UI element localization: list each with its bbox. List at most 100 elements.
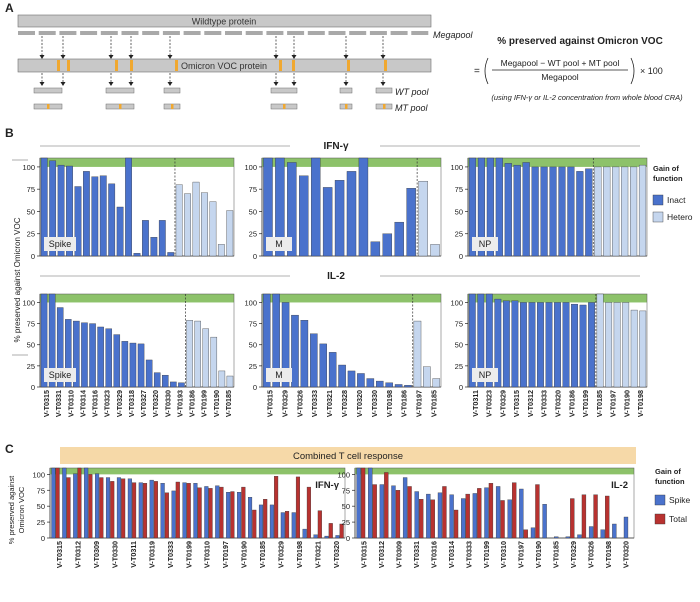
inact-bar xyxy=(346,171,357,257)
inact-bar xyxy=(137,343,145,388)
megapool-peptide xyxy=(121,31,139,35)
spike-bar xyxy=(313,534,318,539)
category-label: V-T0193 xyxy=(175,390,184,417)
category-label: V-T0185 xyxy=(224,390,233,417)
category-label: V-T0311 xyxy=(471,390,480,417)
total-bar xyxy=(186,483,191,539)
hetero-bar xyxy=(194,320,201,388)
formula-paren-left xyxy=(484,57,489,85)
inact-bar xyxy=(358,157,369,257)
category-label: V-T0321 xyxy=(313,541,322,568)
spike-bar xyxy=(62,467,67,539)
inact-bar xyxy=(477,293,485,388)
formula-title: % preserved against Omicron VOC xyxy=(497,36,663,47)
spike-bar xyxy=(426,493,431,539)
megapool-peptide xyxy=(225,31,242,35)
category-label: V-T0198 xyxy=(604,541,613,568)
spike-bar xyxy=(472,493,478,539)
category-label: V-T0330 xyxy=(370,390,379,417)
hetero-bar xyxy=(596,293,604,388)
total-bar xyxy=(570,498,575,539)
category-label: V-T0319 xyxy=(147,541,156,568)
category-label: V-T0320 xyxy=(621,541,630,568)
category-label: V-T0333 xyxy=(310,390,319,417)
y-tick-label: 100 xyxy=(22,163,35,172)
total-bar xyxy=(317,510,322,539)
wt-pool-peptide xyxy=(33,87,63,94)
spike-bar xyxy=(554,536,559,539)
inact-bar xyxy=(262,293,271,388)
y-tick-label: 50 xyxy=(249,207,257,216)
category-label: V-T0330 xyxy=(111,541,120,568)
y-tick-label: 100 xyxy=(32,470,45,479)
panel-b-ylabel: % preserved against Omicron VOC xyxy=(13,217,22,342)
spike-bar xyxy=(116,477,121,539)
inact-bar xyxy=(162,374,169,388)
spike-bar xyxy=(248,497,253,539)
category-label: V-T0199 xyxy=(482,541,491,568)
y-tick-label: 100 xyxy=(337,470,350,479)
spike-bar xyxy=(449,494,454,539)
inact-bar xyxy=(522,162,530,257)
category-label: V-T0321 xyxy=(325,390,334,417)
formula-numerator: Megapool − WT pool + MT pool xyxy=(501,58,620,68)
inact-bar xyxy=(121,341,129,388)
total-bar xyxy=(153,481,158,539)
hetero-bar xyxy=(210,336,218,388)
spike-bar xyxy=(182,482,187,539)
formula-equals: = xyxy=(474,66,480,77)
category-label: V-T0326 xyxy=(295,390,304,417)
total-bar xyxy=(581,494,587,539)
legend-gain-of-function-b: function xyxy=(653,174,683,183)
inact-bar xyxy=(66,165,73,257)
category-label: V-T0198 xyxy=(385,390,394,417)
y-tick-label: 25 xyxy=(27,230,35,239)
spike-bar xyxy=(105,477,111,539)
y-tick-label: 25 xyxy=(37,518,45,527)
category-label: V-T0329 xyxy=(276,541,285,568)
inact-bar xyxy=(310,157,321,257)
category-label: V-T0198 xyxy=(295,541,304,568)
arrow-head xyxy=(343,82,349,86)
megapool-peptide xyxy=(349,31,367,35)
inact-bar xyxy=(511,300,519,388)
total-bar xyxy=(263,499,268,539)
inact-bar xyxy=(116,206,124,257)
total-bar xyxy=(121,478,126,539)
spike-bar xyxy=(484,487,489,539)
total-bar xyxy=(55,467,60,539)
arrow-head xyxy=(291,55,297,59)
legend-gain-of-function-a: Gain of xyxy=(653,164,679,173)
hetero-bar xyxy=(622,302,630,388)
category-label: V-T0315 xyxy=(512,390,521,417)
gain-of-function-band xyxy=(468,158,647,167)
inact-bar xyxy=(81,322,88,388)
arrow-head xyxy=(108,55,114,59)
inact-bar xyxy=(485,293,493,388)
hetero-bar xyxy=(432,378,441,388)
megapool-peptide xyxy=(307,31,325,35)
hetero-bar xyxy=(218,370,226,388)
hetero-bar xyxy=(201,192,208,257)
gain-of-function-band xyxy=(262,294,441,303)
arrow-head xyxy=(380,55,386,59)
spike-bar xyxy=(73,473,78,539)
legend-spike-swatch xyxy=(654,494,666,506)
mt-pool-mutation xyxy=(383,104,386,109)
spike-bar xyxy=(335,535,340,539)
category-label: V-T0197 xyxy=(221,541,230,568)
hetero-bar xyxy=(629,166,638,257)
arrow-head xyxy=(60,55,66,59)
hetero-bar xyxy=(621,166,629,257)
total-bar xyxy=(339,523,344,539)
spike-bar xyxy=(368,467,373,539)
hetero-bar xyxy=(186,320,193,388)
y-tick-label: 0 xyxy=(31,383,35,392)
category-label: V-T0314 xyxy=(447,541,456,568)
megapool-peptide xyxy=(59,31,77,35)
mt-pool-mutation xyxy=(171,104,174,109)
megapool-peptide xyxy=(183,31,201,35)
inact-bar xyxy=(99,175,107,257)
inact-bar xyxy=(322,187,333,257)
